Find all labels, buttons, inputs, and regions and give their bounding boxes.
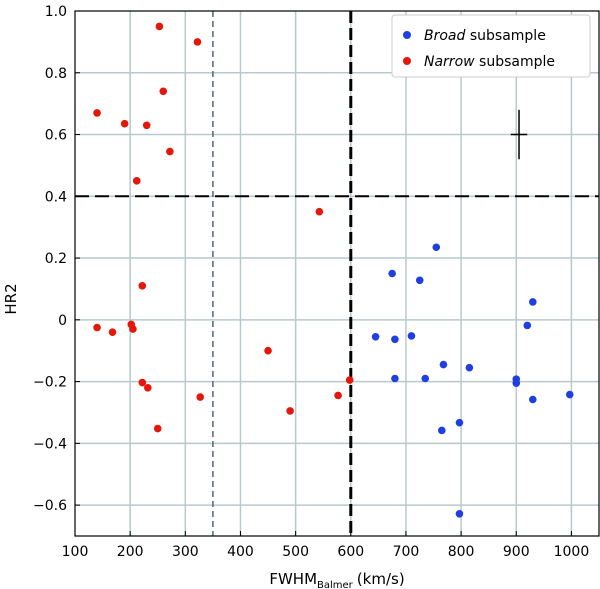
y-tick-label: 0.6 — [45, 128, 67, 144]
legend-label-narrow: Narrow subsample — [424, 54, 555, 70]
y-tick-label: 0.8 — [45, 66, 67, 82]
data-point-broad — [371, 333, 380, 341]
legend-box — [391, 14, 591, 78]
data-point-broad — [391, 335, 399, 344]
y-axis-label: HR2 — [2, 283, 20, 314]
data-point-narrow — [193, 38, 202, 46]
data-point-broad — [523, 321, 532, 330]
legend: Broad subsample Narrow subsample — [391, 14, 591, 78]
legend-marker-narrow — [403, 57, 411, 65]
x-axis-label: FWHMBalmer (km/s) — [269, 570, 404, 589]
data-point-narrow — [93, 109, 101, 117]
axis-ticks: 100 200 300 400 500 600 700 800 900 1000 1.0 0.8 0.6… — [33, 4, 589, 560]
y-tick-label: 0.2 — [45, 251, 67, 267]
y-tick-label: −0.6 — [33, 498, 67, 514]
reference-lines — [75, 11, 599, 536]
y-tick-label: 0 — [58, 313, 67, 329]
data-point-broad — [455, 509, 464, 518]
data-point-broad — [529, 395, 537, 404]
data-point-broad — [565, 390, 574, 399]
grid — [75, 11, 599, 536]
data-point-narrow — [138, 378, 147, 387]
x-tick-label: 800 — [448, 544, 475, 560]
x-tick-label: 200 — [117, 544, 144, 560]
data-point-broad — [432, 243, 441, 252]
x-axis-label-sub: Balmer — [317, 580, 354, 589]
y-tick-label: −0.2 — [33, 375, 67, 391]
legend-marker-broad — [403, 31, 411, 39]
x-tick-label: 600 — [337, 544, 364, 560]
data-point-narrow — [166, 147, 174, 156]
data-point-broad — [439, 360, 448, 369]
x-tick-label: 1000 — [554, 544, 590, 560]
error-bar-example — [510, 109, 528, 160]
data-point-broad — [512, 379, 521, 387]
data-point-narrow — [315, 207, 324, 216]
data-points — [93, 22, 574, 518]
data-point-narrow — [334, 391, 342, 400]
y-tick-label: 1.0 — [45, 4, 67, 20]
data-point-narrow — [159, 87, 168, 96]
data-point-narrow — [345, 376, 354, 384]
data-point-broad — [421, 374, 430, 383]
legend-label-broad: Broad subsample — [424, 28, 546, 44]
x-tick-label: 400 — [227, 544, 254, 560]
data-point-broad — [455, 418, 464, 427]
data-point-narrow — [93, 323, 101, 332]
data-point-narrow — [142, 121, 151, 130]
data-point-narrow — [129, 325, 137, 333]
x-tick-label: 900 — [503, 544, 530, 560]
data-point-narrow — [138, 282, 147, 290]
data-point-narrow — [144, 383, 152, 392]
data-point-broad — [465, 363, 474, 372]
data-point-narrow — [264, 346, 272, 355]
data-point-narrow — [153, 424, 162, 433]
x-tick-label: 500 — [282, 544, 309, 560]
data-point-narrow — [120, 119, 129, 128]
x-tick-label: 700 — [393, 544, 420, 560]
data-point-broad — [415, 276, 424, 285]
x-tick-label: 300 — [172, 544, 199, 560]
data-point-broad — [391, 374, 399, 383]
y-tick-label: 0.4 — [45, 189, 67, 205]
plot-frame — [74, 10, 600, 537]
data-point-narrow — [286, 407, 294, 415]
data-point-broad — [407, 332, 416, 340]
data-point-narrow — [155, 22, 164, 31]
x-axis-label-unit: (km/s) — [357, 570, 405, 588]
data-point-narrow — [196, 393, 205, 401]
x-tick-label: 100 — [62, 544, 89, 560]
data-point-broad — [438, 426, 446, 435]
data-point-narrow — [108, 328, 117, 336]
data-point-narrow — [132, 177, 141, 185]
x-axis-label-main: FWHM — [269, 570, 317, 588]
data-point-broad — [529, 298, 537, 306]
y-tick-label: −0.4 — [33, 436, 67, 452]
data-point-broad — [388, 269, 396, 278]
